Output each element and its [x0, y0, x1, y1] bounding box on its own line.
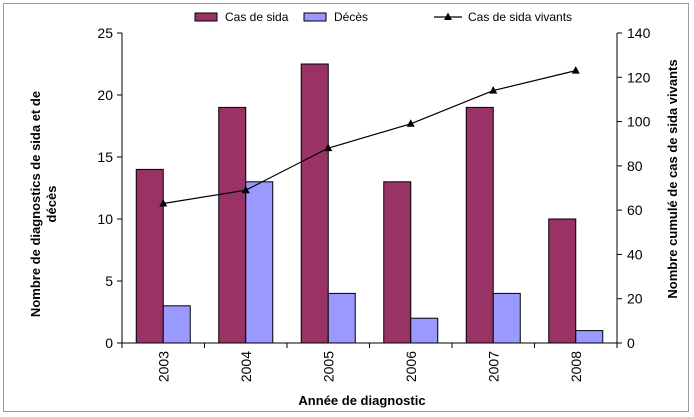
legend-label-deces: Décès	[334, 10, 368, 24]
bar-cas-de-sida	[383, 181, 412, 344]
chart-frame: Nombre de diagnostics de sida et dedécès…	[3, 3, 689, 412]
y-axis-title-line: Nombre de diagnostics de sida et de	[28, 91, 43, 317]
legend-label-cas-de-sida-vivants: Cas de sida vivants	[468, 10, 572, 24]
bar-deces	[245, 181, 274, 344]
line-point-marker	[159, 199, 168, 207]
bar-deces	[410, 317, 439, 344]
x-tick-label: 2007	[485, 351, 501, 382]
y-axis-title-line: décès	[44, 186, 59, 223]
line-point-marker	[571, 66, 580, 74]
x-tick-label: 2005	[320, 351, 336, 382]
x-tick-label: 2004	[238, 351, 254, 382]
y2-tick-label: 120	[627, 69, 651, 85]
y-tick-label: 25	[97, 25, 113, 41]
y-tick-label: 10	[97, 211, 113, 227]
y2-tick-label: 40	[627, 246, 643, 262]
legend-swatch-marker	[444, 12, 452, 20]
y2-tick-label: 0	[627, 335, 635, 351]
bar-deces	[575, 330, 604, 344]
y2-tick-label: 20	[627, 291, 643, 307]
line-cas-de-sida-vivants	[163, 70, 576, 205]
bar-deces	[492, 292, 521, 344]
bar-deces	[162, 305, 191, 344]
bar-cas-de-sida	[218, 106, 247, 344]
bar-cas-de-sida	[135, 168, 164, 344]
line-point-marker	[324, 143, 333, 152]
line-point-marker	[241, 185, 250, 194]
y-tick-label: 5	[105, 273, 113, 289]
legend-label-cas-de-sida: Cas de sida	[225, 10, 289, 24]
y2-tick-label: 140	[627, 25, 651, 41]
x-tick-label: 2006	[403, 351, 419, 382]
bar-deces	[327, 292, 356, 344]
x-axis-title: Année de diagnostic	[298, 393, 425, 408]
line-point-marker	[406, 119, 415, 127]
y-tick-label: 15	[97, 149, 113, 165]
y2-tick-label: 60	[627, 202, 643, 218]
y-tick-label: 20	[97, 87, 113, 103]
legend-swatch-cas-de-sida	[194, 12, 218, 22]
y-axis-title: Nombre de diagnostics de sida et dedécès	[28, 91, 59, 317]
line-point-marker	[489, 86, 498, 94]
x-tick-label: 2003	[155, 351, 171, 382]
combo-chart: Nombre de diagnostics de sida et dedécès…	[28, 10, 680, 408]
legend: Cas de sida Décès Cas de sida vivants	[194, 10, 572, 24]
bar-cas-de-sida	[465, 106, 494, 344]
y2-axis-title: Nombre cumulé de cas de sida vivants	[665, 59, 680, 298]
bar-cas-de-sida	[548, 218, 577, 344]
y-tick-label: 0	[105, 335, 113, 351]
y2-tick-label: 80	[627, 158, 643, 174]
bar-cas-de-sida	[300, 63, 329, 344]
x-tick-label: 2008	[568, 351, 584, 382]
legend-swatch-deces	[303, 12, 327, 22]
y2-tick-label: 100	[627, 114, 651, 130]
